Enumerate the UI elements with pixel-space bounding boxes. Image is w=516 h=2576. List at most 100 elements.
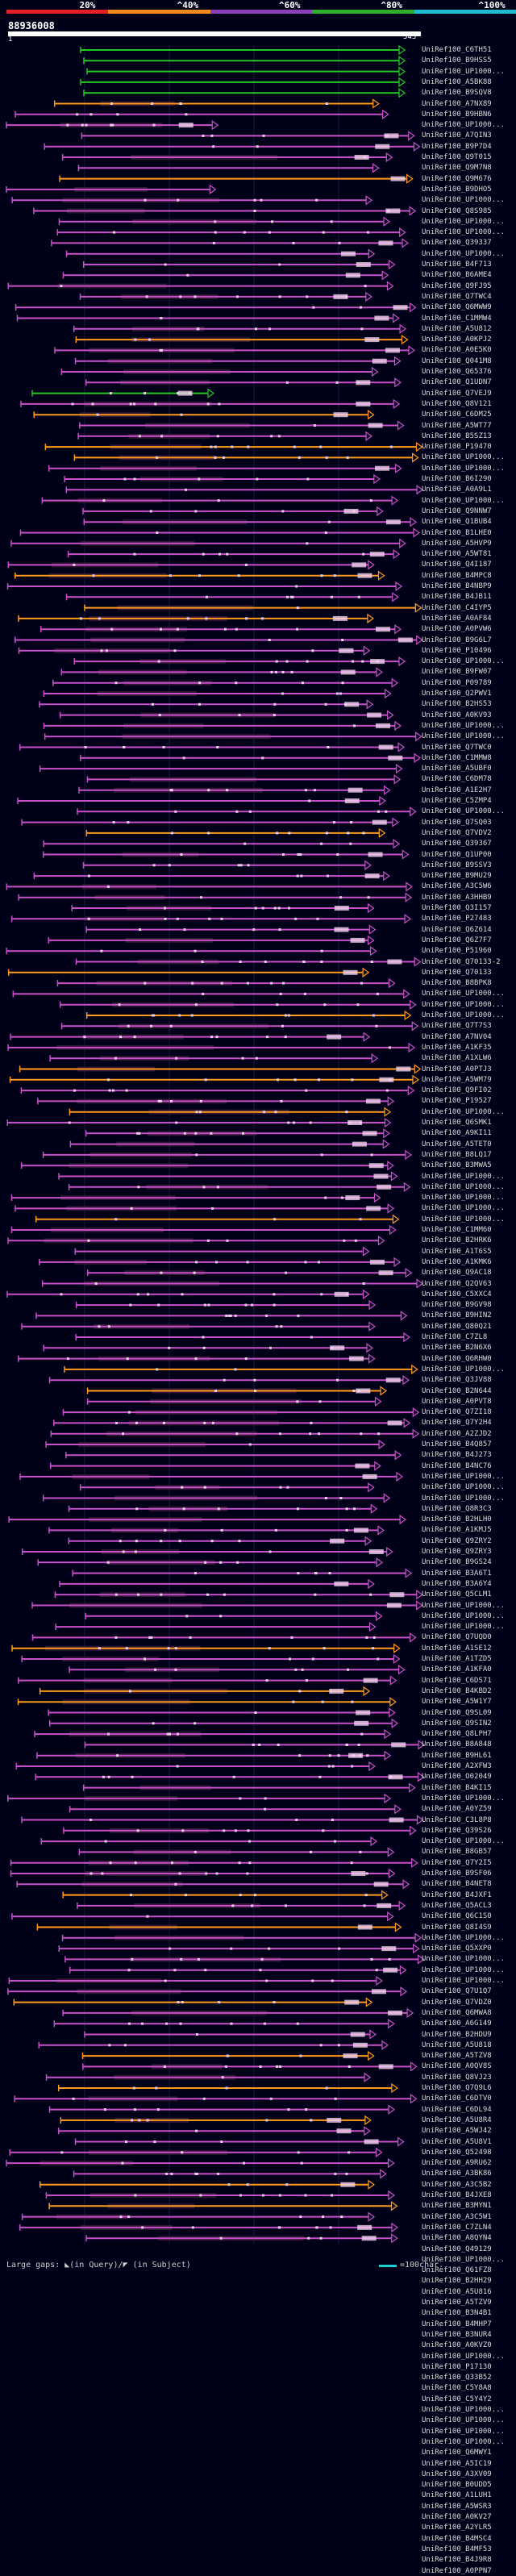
hit-link[interactable]: UniRef100_B3NUR4 (422, 2330, 492, 2339)
hit-link[interactable]: UniRef100_UP1000... (422, 249, 505, 258)
hit-link[interactable]: UniRef100_A8QYN4 (422, 2234, 492, 2243)
hit-link[interactable]: UniRef100_B4JB11 (422, 593, 492, 602)
hit-link[interactable]: UniRef100_Q1UP00 (422, 850, 492, 859)
hit-link[interactable]: UniRef100_A1KMK6 (422, 1257, 492, 1266)
hit-link[interactable]: UniRef100_B1LHE0 (422, 528, 492, 537)
hit-link[interactable]: UniRef100_A2ZJD2 (422, 1429, 492, 1438)
hit-link[interactable]: UniRef100_A5U816 (422, 2287, 492, 2296)
hit-link[interactable]: UniRef100_Q7VDZ0 (422, 1998, 492, 2007)
hit-link[interactable]: UniRef100_Q1UDN7 (422, 378, 492, 387)
hit-link[interactable]: UniRef100_A5U818 (422, 2040, 492, 2049)
hit-link[interactable]: UniRef100_A0E5K0 (422, 346, 492, 355)
hit-link[interactable]: UniRef100_B3A6Y4 (422, 1579, 492, 1588)
hit-link[interactable]: UniRef100_A9KI11 (422, 1129, 492, 1138)
hit-link[interactable]: UniRef100_B3N4B1 (422, 2309, 492, 2318)
hit-link[interactable]: UniRef100_B3MYN1 (422, 2202, 492, 2211)
hit-link[interactable]: UniRef100_B4MSC4 (422, 2534, 492, 2543)
hit-link[interactable]: UniRef100_A5UBF0 (422, 765, 492, 773)
hit-link[interactable]: UniRef100_A6G149 (422, 2020, 492, 2028)
hit-link[interactable]: UniRef100_Q33B52 (422, 2374, 492, 2382)
hit-link[interactable]: UniRef100_Q6SMK1 (422, 1119, 492, 1127)
hit-link[interactable]: UniRef100_B2N6X6 (422, 1344, 492, 1353)
hit-link[interactable]: UniRef100_A5BK88 (422, 77, 492, 86)
hit-link[interactable]: UniRef100_B9HL61 (422, 1751, 492, 1760)
hit-link[interactable]: UniRef100_Q70133 (422, 968, 492, 977)
hit-link[interactable]: UniRef100_B4MPC8 (422, 571, 492, 580)
hit-link[interactable]: UniRef100_A3C5W1 (422, 2212, 492, 2221)
hit-link[interactable]: UniRef100_B0UDD5 (422, 2481, 492, 2490)
hit-link[interactable]: UniRef100_A3C5W6 (422, 882, 492, 891)
hit-link[interactable]: UniRef100_B2HLH0 (422, 1515, 492, 1524)
hit-link[interactable]: UniRef100_Q9M676 (422, 174, 492, 183)
hit-link[interactable]: UniRef100_UP1000... (422, 1365, 505, 1373)
hit-link[interactable]: UniRef100_Q39S26 (422, 1826, 492, 1835)
hit-link[interactable]: UniRef100_B4F713 (422, 261, 492, 269)
hit-link[interactable]: UniRef100_B6I290 (422, 475, 492, 483)
hit-link[interactable]: UniRef100_A5U812 (422, 324, 492, 333)
hit-link[interactable]: UniRef100_A1KFA0 (422, 1665, 492, 1674)
hit-link[interactable]: UniRef100_A0YZ59 (422, 1805, 492, 1814)
hit-link[interactable]: UniRef100_UP1000... (422, 1965, 505, 1974)
hit-link[interactable]: UniRef100_UP1000... (422, 2437, 505, 2446)
hit-link[interactable]: UniRef100_B4Q857 (422, 1440, 492, 1448)
hit-link[interactable]: UniRef100_A5IC19 (422, 2459, 492, 2468)
hit-link[interactable]: UniRef100_Q49129 (422, 2245, 492, 2253)
hit-link[interactable]: UniRef100_Q9SL09 (422, 1708, 492, 1717)
hit-link[interactable]: UniRef100_UP1000... (422, 1204, 505, 1213)
hit-link[interactable]: UniRef100_UP1000... (422, 657, 505, 666)
hit-link[interactable]: UniRef100_UP1000... (422, 1611, 505, 1620)
hit-link[interactable]: UniRef100_UP1000... (422, 2255, 505, 2264)
hit-link[interactable]: UniRef100_UP1000... (422, 1172, 505, 1181)
hit-link[interactable]: UniRef100_P09789 (422, 678, 492, 687)
hit-link[interactable]: UniRef100_P27483 (422, 915, 492, 923)
hit-link[interactable]: UniRef100_Q5CLM1 (422, 1590, 492, 1599)
hit-link[interactable]: UniRef100_Q65376 (422, 368, 492, 376)
hit-link[interactable]: UniRef100_A5TZV9 (422, 2299, 492, 2307)
hit-link[interactable]: UniRef100_UP1000... (422, 1194, 505, 1203)
hit-link[interactable]: UniRef100_Q8LPH7 (422, 1730, 492, 1739)
hit-link[interactable]: UniRef100_UP1000... (422, 1215, 505, 1223)
hit-link[interactable]: UniRef100_B9GS24 (422, 1558, 492, 1567)
hit-link[interactable]: UniRef100_UP1000... (422, 121, 505, 130)
hit-link[interactable]: UniRef100_A1E2H7 (422, 786, 492, 794)
hit-link[interactable]: UniRef100_Q9ZRY3 (422, 1548, 492, 1556)
hit-link[interactable]: UniRef100_A0PPN7 (422, 2566, 492, 2575)
hit-link[interactable]: UniRef100_B4JXE8 (422, 2191, 492, 2199)
hit-link[interactable]: UniRef100_UP1000... (422, 464, 505, 473)
hit-link[interactable]: UniRef100_Q9ZRY2 (422, 1536, 492, 1545)
hit-link[interactable]: UniRef100_A1TZD5 (422, 1655, 492, 1663)
hit-link[interactable]: UniRef100_Q8I4S9 (422, 1923, 492, 1932)
hit-link[interactable]: UniRef100_Q3JV88 (422, 1376, 492, 1385)
hit-link[interactable]: UniRef100_C6TH51 (422, 46, 492, 54)
hit-link[interactable]: UniRef100_B8BPK8 (422, 979, 492, 988)
hit-link[interactable]: UniRef100_UP1000... (422, 1000, 505, 1009)
hit-link[interactable]: UniRef100_P17130 (422, 2362, 492, 2371)
hit-link[interactable]: UniRef100_P51960 (422, 947, 492, 956)
hit-link[interactable]: UniRef100_A5U8R4 (422, 2115, 492, 2124)
hit-link[interactable]: UniRef100_B9SQV8 (422, 89, 492, 98)
hit-link[interactable]: UniRef100_Q6MWA8 (422, 2008, 492, 2017)
hit-link[interactable]: UniRef100_B9P7D4 (422, 142, 492, 151)
hit-link[interactable]: UniRef100_A5U8V1 (422, 2137, 492, 2146)
hit-link[interactable]: UniRef100_UP1000... (422, 1977, 505, 1985)
hit-link[interactable]: UniRef100_Q4I187 (422, 561, 492, 569)
hit-link[interactable]: UniRef100_Q7VDV2 (422, 828, 492, 837)
hit-link[interactable]: UniRef100_B9GV98 (422, 1301, 492, 1310)
hit-link[interactable]: UniRef100_Q6MWY1 (422, 2449, 492, 2457)
hit-link[interactable]: UniRef100_UP1000... (422, 1933, 505, 1942)
hit-link[interactable]: UniRef100_Q7ZI18 (422, 1408, 492, 1417)
hit-link[interactable]: UniRef100_A0AF84 (422, 614, 492, 623)
hit-link[interactable]: UniRef100_C1MM60 (422, 1226, 492, 1234)
hit-link[interactable]: UniRef100_C5ZMP4 (422, 797, 492, 805)
hit-link[interactable]: UniRef100_Q7Y2I5 (422, 1858, 492, 1867)
hit-link[interactable]: UniRef100_A1XLW6 (422, 1054, 492, 1063)
hit-link[interactable]: UniRef100_UP1000... (422, 1011, 505, 1019)
hit-link[interactable]: UniRef100_UP1000... (422, 217, 505, 226)
hit-link[interactable]: UniRef100_UP1000... (422, 1472, 505, 1481)
hit-link[interactable]: UniRef100_A5W1Y7 (422, 1698, 492, 1707)
hit-link[interactable]: UniRef100_A7NV04 (422, 1032, 492, 1041)
hit-link[interactable]: UniRef100_Q7TWC0 (422, 743, 492, 752)
hit-link[interactable]: UniRef100_Q7Q9L6 (422, 2084, 492, 2092)
hit-link[interactable]: UniRef100_UP1000... (422, 1483, 505, 1492)
hit-link[interactable]: UniRef100_Q7Y2H4 (422, 1419, 492, 1428)
